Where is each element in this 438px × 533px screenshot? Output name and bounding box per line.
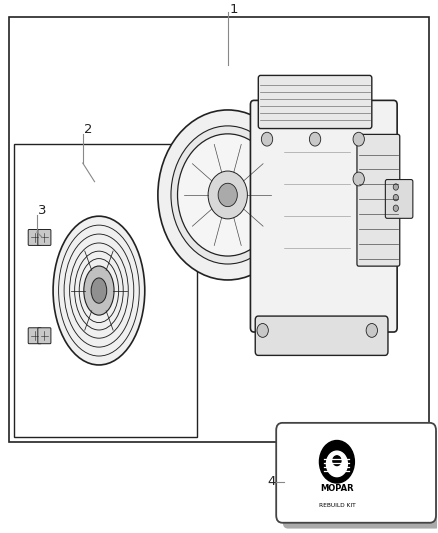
Circle shape [366,324,378,337]
Ellipse shape [53,216,145,365]
Circle shape [353,132,364,146]
FancyBboxPatch shape [255,316,388,356]
FancyBboxPatch shape [258,75,372,128]
FancyBboxPatch shape [28,328,41,344]
Circle shape [158,110,297,280]
Circle shape [177,134,278,256]
Ellipse shape [91,278,107,303]
Text: REBUILD KIT: REBUILD KIT [318,503,355,507]
Circle shape [261,132,273,146]
Bar [14,144,197,437]
Text: 2: 2 [84,123,92,136]
FancyBboxPatch shape [357,134,400,266]
FancyBboxPatch shape [283,431,438,529]
Circle shape [393,184,399,190]
Text: 1: 1 [230,3,238,15]
Circle shape [393,205,399,212]
Circle shape [309,132,321,146]
Circle shape [171,126,285,264]
FancyBboxPatch shape [251,100,397,332]
FancyBboxPatch shape [38,328,51,344]
Circle shape [326,451,347,477]
Circle shape [218,183,237,207]
Circle shape [353,172,364,186]
Circle shape [208,171,247,219]
Circle shape [333,456,341,466]
FancyBboxPatch shape [385,180,413,219]
Bar [10,17,428,442]
Text: 3: 3 [38,204,46,217]
Text: MOPAR: MOPAR [320,484,354,494]
FancyBboxPatch shape [28,230,41,245]
Circle shape [257,324,268,337]
Text: 4: 4 [267,475,276,488]
FancyBboxPatch shape [38,230,51,245]
Circle shape [319,440,354,483]
Circle shape [393,195,399,201]
FancyBboxPatch shape [276,423,436,523]
Ellipse shape [84,266,114,315]
